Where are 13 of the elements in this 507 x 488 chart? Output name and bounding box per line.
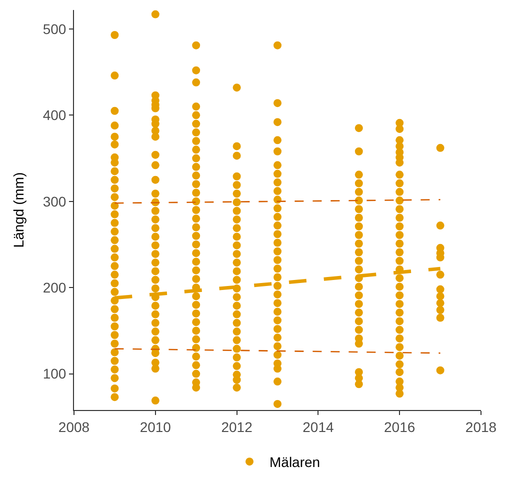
- y-tick-label: 400: [42, 107, 66, 124]
- y-tick-label: 500: [42, 20, 66, 37]
- x-tick-label: 2016: [384, 418, 416, 435]
- x-tick-label: 2012: [221, 418, 253, 435]
- legend-label: Mälaren: [270, 454, 320, 470]
- y-tick-label: 100: [42, 366, 66, 382]
- x-tick-label: 2010: [140, 418, 172, 435]
- y-axis-title: Längd (mm): [10, 172, 26, 248]
- y-tick-label: 300: [42, 193, 66, 210]
- x-tick-label: 2008: [58, 418, 90, 435]
- x-tick-label: 2014: [302, 418, 334, 435]
- x-tick-label: 2018: [465, 418, 497, 435]
- y-tick-label: 200: [42, 279, 66, 296]
